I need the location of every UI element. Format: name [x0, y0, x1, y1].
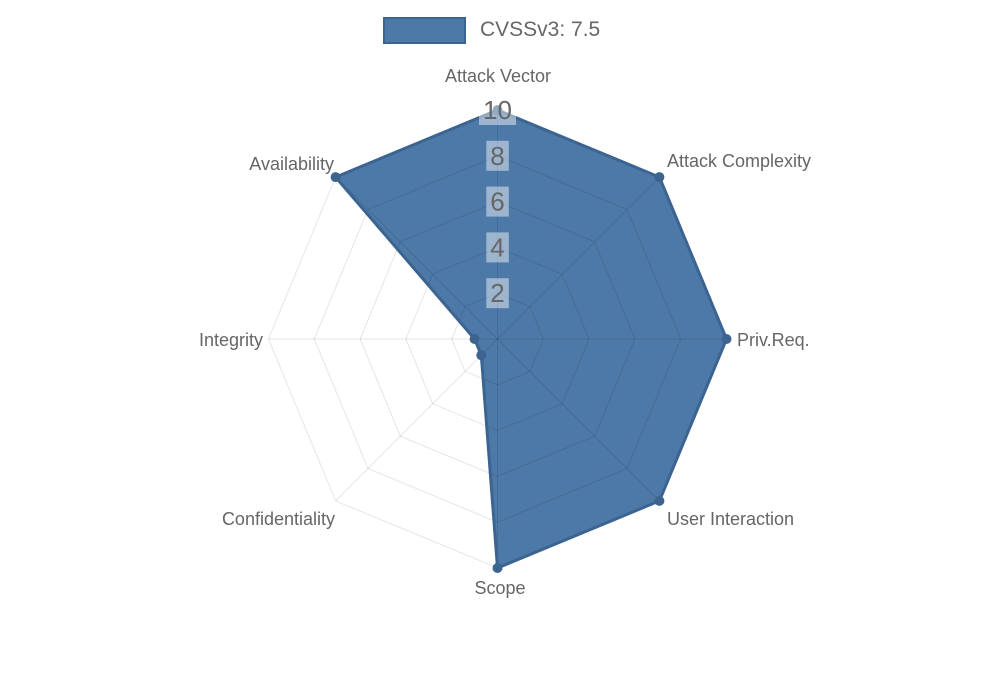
radial-tick-label: 10	[483, 95, 512, 125]
data-point-attack-vector[interactable]	[492, 105, 503, 115]
chart-legend-item[interactable]: CVSSv3: 7.5	[383, 14, 600, 46]
data-point-integrity[interactable]	[469, 334, 480, 344]
data-point-priv-req[interactable]	[721, 334, 732, 344]
data-point-scope[interactable]	[492, 563, 503, 573]
legend-label: CVSSv3: 7.5	[480, 18, 601, 41]
radial-tick-backdrop	[486, 278, 509, 309]
radial-tick-backdrop	[486, 186, 509, 217]
axis-label-availability: Availability	[249, 154, 334, 174]
radial-tick-backdrop	[486, 232, 509, 263]
radar-axis-line	[335, 338, 498, 502]
radial-tick-label: 2	[490, 278, 504, 308]
data-point-attack-complexity[interactable]	[654, 172, 665, 183]
radar-axis-line	[497, 176, 660, 340]
radial-tick-label: 6	[490, 187, 504, 217]
axis-label-priv-req: Priv.Req.	[737, 330, 810, 350]
legend-swatch	[383, 16, 466, 44]
axis-label-attack-complexity: Attack Complexity	[667, 151, 811, 171]
radar-grid-ring	[451, 292, 544, 386]
radar-axis-line	[497, 338, 660, 502]
radar-series-fill	[335, 110, 727, 568]
axis-label-scope: Scope	[474, 578, 525, 598]
radar-axis-line	[335, 176, 498, 340]
radial-tick-backdrop	[486, 140, 509, 171]
data-point-confidentiality[interactable]	[476, 350, 487, 361]
radial-tick-backdrop	[479, 95, 516, 125]
radial-tick-label: 4	[490, 232, 504, 262]
data-point-availability[interactable]	[330, 172, 341, 183]
radial-tick-label: 8	[490, 141, 504, 171]
axis-label-user-interaction: User Interaction	[667, 509, 794, 529]
axis-label-integrity: Integrity	[199, 330, 263, 350]
radar-grid-ring	[313, 155, 682, 523]
axis-label-confidentiality: Confidentiality	[222, 509, 335, 529]
axis-label-attack-vector: Attack Vector	[445, 66, 551, 86]
radar-grid-ring	[405, 246, 590, 432]
radar-grid-ring	[359, 201, 636, 477]
data-point-user-interaction[interactable]	[654, 495, 665, 506]
